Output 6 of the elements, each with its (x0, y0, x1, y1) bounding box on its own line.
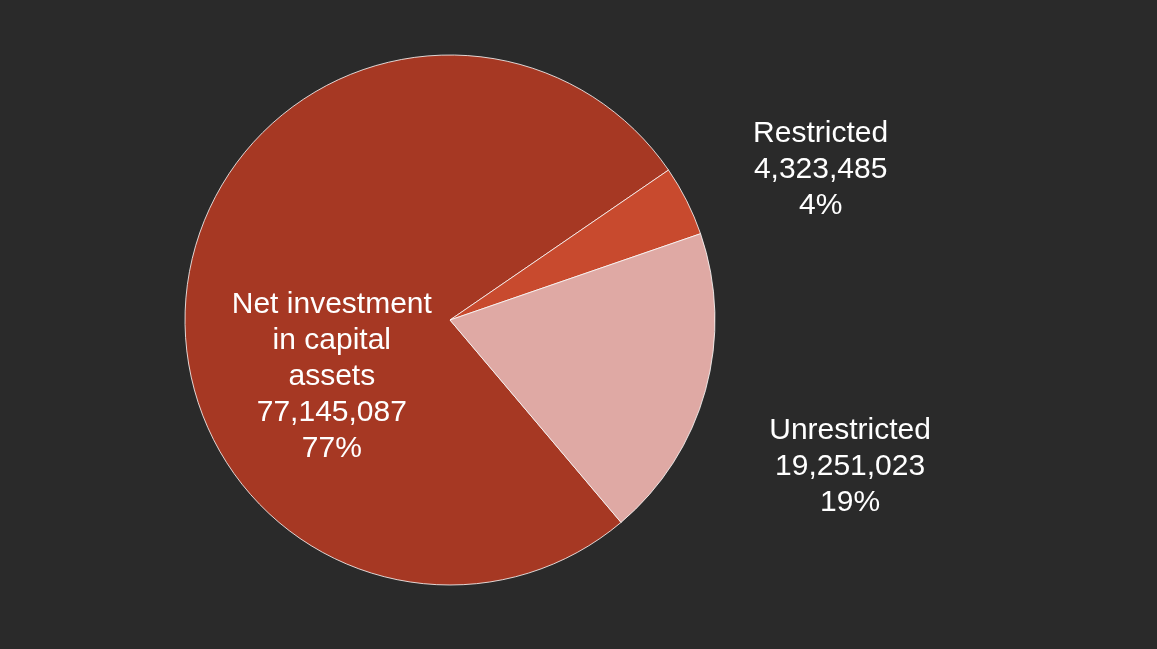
slice-label: Restricted (753, 115, 889, 149)
slice-label: Net investment in capital assets (231, 286, 433, 392)
data-label: 77,145,087 77% (256, 394, 407, 464)
data-label: 4,323,485 4% (753, 151, 888, 221)
data-label: 19,251,023 19% (775, 448, 926, 518)
slice-label: Unrestricted (769, 412, 931, 446)
